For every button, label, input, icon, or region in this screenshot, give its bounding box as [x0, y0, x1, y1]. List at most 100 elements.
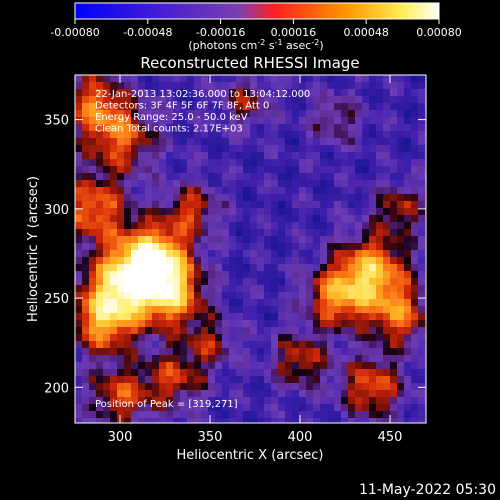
heatmap-cell — [159, 327, 167, 335]
heatmap-cell — [89, 82, 97, 90]
heatmap-cell — [208, 341, 216, 349]
heatmap-cell — [215, 131, 223, 139]
heatmap-cell — [341, 208, 349, 216]
heatmap-cell — [411, 243, 419, 251]
heatmap-cell — [257, 110, 265, 118]
heatmap-cell — [96, 257, 104, 265]
heatmap-cell — [173, 327, 181, 335]
heatmap-cell — [124, 117, 132, 125]
peak-position-label: Position of Peak = [319,271] — [95, 399, 238, 410]
heatmap-cell — [110, 152, 118, 160]
heatmap-cell — [369, 236, 377, 244]
heatmap-cell — [208, 264, 216, 272]
heatmap-cell — [82, 355, 90, 363]
heatmap-cell — [362, 404, 370, 412]
heatmap-cell — [201, 369, 209, 377]
heatmap-cell — [229, 222, 237, 230]
heatmap-cell — [376, 103, 384, 111]
heatmap-cell — [327, 334, 335, 342]
heatmap-cell — [96, 383, 104, 391]
heatmap-cell — [117, 215, 125, 223]
heatmap-cell — [110, 138, 118, 146]
heatmap-cell — [243, 390, 251, 398]
heatmap-cell — [82, 299, 90, 307]
heatmap-cell — [313, 369, 321, 377]
heatmap-cell — [271, 418, 279, 423]
heatmap-cell — [187, 285, 195, 293]
heatmap-cell — [229, 355, 237, 363]
heatmap-cell — [110, 75, 118, 83]
heatmap-cell — [348, 320, 356, 328]
heatmap-cell — [131, 362, 139, 370]
heatmap-cell — [376, 194, 384, 202]
heatmap-cell — [215, 96, 223, 104]
heatmap-cell — [180, 355, 188, 363]
heatmap-cell — [201, 320, 209, 328]
heatmap-cell — [243, 166, 251, 174]
heatmap-cell — [271, 327, 279, 335]
heatmap-cell — [250, 327, 258, 335]
heatmap-cell — [376, 222, 384, 230]
heatmap-cell — [138, 236, 146, 244]
heatmap-cell — [215, 355, 223, 363]
heatmap-cell — [201, 117, 209, 125]
heatmap-cell — [271, 383, 279, 391]
heatmap-cell — [103, 306, 111, 314]
heatmap-cell — [208, 166, 216, 174]
heatmap-cell — [355, 124, 363, 132]
heatmap-cell — [257, 257, 265, 265]
heatmap-cell — [306, 292, 314, 300]
heatmap-cell — [103, 194, 111, 202]
heatmap-cell — [152, 264, 160, 272]
heatmap-cell — [299, 376, 307, 384]
heatmap-cell — [201, 383, 209, 391]
heatmap-cell — [222, 299, 230, 307]
heatmap-cell — [334, 124, 342, 132]
heatmap-cell — [418, 75, 426, 83]
heatmap-cell — [418, 250, 426, 258]
heatmap-cell — [327, 236, 335, 244]
heatmap-cell — [418, 397, 426, 405]
heatmap-cell — [383, 250, 391, 258]
heatmap-cell — [215, 250, 223, 258]
heatmap-cell — [348, 236, 356, 244]
heatmap-cell — [117, 376, 125, 384]
heatmap-cell — [166, 103, 174, 111]
heatmap-cell — [131, 390, 139, 398]
heatmap-cell — [152, 271, 160, 279]
heatmap-cell — [103, 341, 111, 349]
heatmap-cell — [376, 145, 384, 153]
heatmap-cell — [341, 201, 349, 209]
heatmap-cell — [201, 173, 209, 181]
heatmap-cell — [362, 306, 370, 314]
heatmap-cell — [152, 145, 160, 153]
heatmap-cell — [173, 376, 181, 384]
heatmap-cell — [229, 229, 237, 237]
heatmap-cell — [362, 320, 370, 328]
heatmap-cell — [411, 89, 419, 97]
heatmap-cell — [222, 383, 230, 391]
heatmap-cell — [250, 222, 258, 230]
heatmap-cell — [75, 299, 83, 307]
heatmap-cell — [131, 411, 139, 419]
heatmap-cell — [194, 404, 202, 412]
heatmap-cell — [138, 278, 146, 286]
heatmap-cell — [124, 208, 132, 216]
heatmap-cell — [369, 194, 377, 202]
heatmap-cell — [236, 180, 244, 188]
heatmap-cell — [208, 299, 216, 307]
heatmap-cell — [89, 236, 97, 244]
heatmap-cell — [411, 110, 419, 118]
heatmap-cell — [173, 89, 181, 97]
heatmap-cell — [334, 166, 342, 174]
heatmap-cell — [285, 369, 293, 377]
heatmap-cell — [110, 180, 118, 188]
heatmap-cell — [348, 411, 356, 419]
heatmap-cell — [306, 299, 314, 307]
heatmap-cell — [145, 355, 153, 363]
heatmap-cell — [187, 201, 195, 209]
heatmap-cell — [376, 173, 384, 181]
x-tick-label: 350 — [198, 430, 223, 445]
heatmap-cell — [187, 313, 195, 321]
heatmap-cell — [285, 355, 293, 363]
